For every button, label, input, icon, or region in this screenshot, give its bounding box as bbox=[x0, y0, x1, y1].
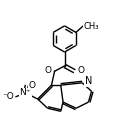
Text: O: O bbox=[28, 81, 35, 90]
Text: N: N bbox=[84, 76, 91, 86]
Text: CH₃: CH₃ bbox=[83, 22, 98, 31]
Text: N⁺: N⁺ bbox=[19, 88, 31, 97]
Text: ⁻O: ⁻O bbox=[3, 92, 14, 101]
Text: O: O bbox=[44, 66, 51, 75]
Text: O: O bbox=[77, 66, 84, 75]
